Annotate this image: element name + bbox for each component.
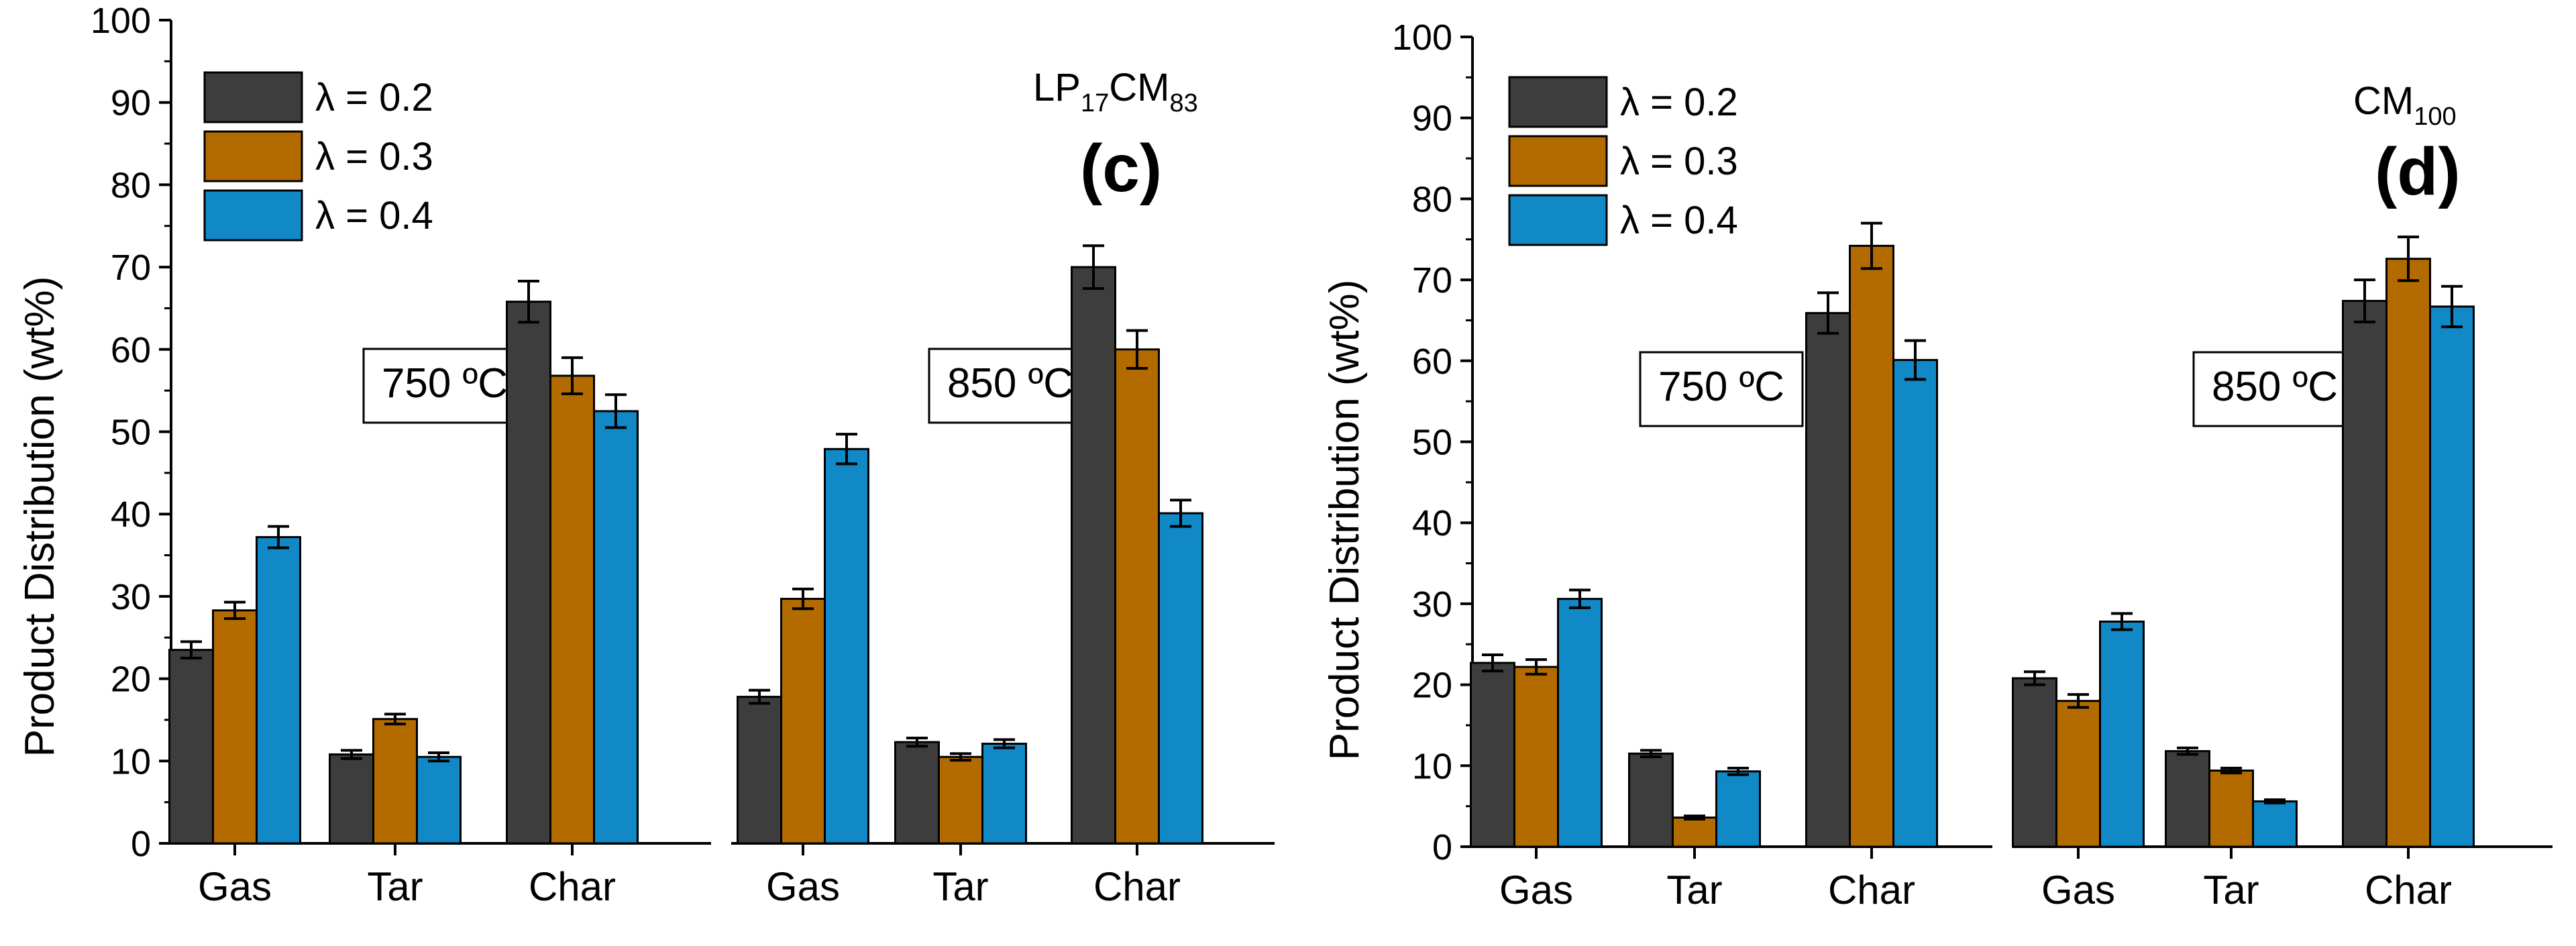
panel-c-bar [1071, 266, 1116, 845]
panel-c-legend-swatch [203, 71, 303, 123]
panel-c-bar [416, 755, 462, 845]
panel-c-temp-label-750: 750 ºC [382, 360, 508, 407]
panel-c-bar [212, 609, 258, 845]
panel-d-temp-label-750: 750 ºC [1658, 364, 1784, 410]
panel-c-xtick-label: Char [529, 864, 616, 909]
panel-c-ytick-label: 70 [111, 248, 151, 288]
panel-d-ytick-label: 10 [1412, 746, 1452, 786]
panel-d-ytick-label: 0 [1432, 827, 1452, 868]
panel-d-legend-swatch [1508, 135, 1608, 187]
panel-d: Product Distribution (wt%) CM100 (d) 750… [1322, 17, 2553, 912]
panel-c-ytick-label: 60 [111, 330, 151, 370]
panel-d-legend-swatch [1508, 194, 1608, 246]
panel-c: Product Distribution (wt%) LP17CM83 (c) … [17, 1, 1275, 909]
panel-c-bar [372, 718, 418, 845]
panel-c-ytick-label: 10 [111, 741, 151, 782]
panel-c-ytick-label: 80 [111, 165, 151, 205]
panel-d-legend-label: λ = 0.4 [1620, 199, 1738, 242]
panel-d-ytick-label: 60 [1412, 341, 1452, 382]
panel-d-xtick-label: Tar [2203, 868, 2259, 912]
panel-d-bar [1715, 770, 1761, 848]
panel-c-legend-label: λ = 0.3 [315, 135, 433, 178]
panel-d-legend-label: λ = 0.3 [1620, 140, 1738, 183]
panel-d-xtick-label: Char [2365, 868, 2452, 912]
panel-d-xtick-label: Gas [2041, 868, 2115, 912]
panel-c-xtick-label: Gas [198, 864, 272, 909]
panel-c-xtick-label: Gas [766, 864, 840, 909]
panel-d-ytick-label: 40 [1412, 503, 1452, 543]
panel-c-bar [329, 753, 374, 845]
panel-d-ytick-label: 90 [1412, 99, 1452, 139]
panel-d-bar [2165, 750, 2210, 848]
panel-d-bar [1557, 598, 1603, 848]
panel-c-bar [938, 755, 983, 845]
panel-d-xtick-label: Gas [1499, 868, 1573, 912]
panel-d-bar [1628, 752, 1674, 848]
panel-d-xtick-label: Char [1828, 868, 1915, 912]
panel-c-xtick-label: Tar [932, 864, 988, 909]
panel-c-ytick-label: 40 [111, 494, 151, 535]
panel-c-ytick-label: 20 [111, 660, 151, 700]
panel-c-bar [1158, 512, 1203, 845]
panel-d-sample-title: CM100 [2353, 79, 2457, 131]
panel-d-bar [1470, 662, 1515, 848]
panel-c-bar [780, 598, 826, 845]
panel-d-letter: (d) [2375, 134, 2461, 209]
panel-c-bar [737, 696, 782, 845]
panel-d-ytick-label: 100 [1392, 17, 1452, 58]
panel-d-bar [1513, 666, 1559, 848]
panel-d-ytick-label: 20 [1412, 666, 1452, 706]
panel-d-ytick-label: 50 [1412, 423, 1452, 463]
panel-d-bar [2208, 770, 2254, 848]
panel-d-temp-label-850: 850 ºC [2212, 364, 2338, 410]
panel-d-bar [1805, 312, 1851, 848]
panel-c-legend-swatch [203, 189, 303, 242]
panel-c-xtick-label: Char [1093, 864, 1181, 909]
panel-c-bar [824, 448, 869, 845]
panel-d-bar [2385, 258, 2431, 848]
panel-c-ytick-label: 50 [111, 413, 151, 453]
panel-d-bar [1672, 817, 1717, 848]
panel-c-ytick-label: 100 [91, 1, 151, 41]
panel-d-bar [2012, 677, 2057, 848]
panel-c-sample-title: LP17CM83 [1033, 66, 1198, 117]
panel-c-temp-box-850 [928, 348, 1093, 424]
panel-c-bar [549, 374, 595, 845]
panel-d-temp-box-750 [1639, 351, 1804, 427]
panel-c-temp-box-750 [362, 348, 527, 424]
panel-d-bar [2099, 620, 2145, 848]
panel-d-ytick-label: 70 [1412, 260, 1452, 301]
panel-d-bar [2252, 800, 2298, 848]
panel-c-letter: (c) [1080, 131, 1162, 206]
panel-c-ytick-label: 0 [131, 824, 151, 864]
panel-c-bar [981, 743, 1027, 845]
panel-c-temp-label-850: 850 ºC [947, 360, 1073, 407]
panel-c-legend-swatch [203, 130, 303, 182]
panel-d-legend-label: λ = 0.2 [1620, 81, 1738, 124]
panel-c-ylabel: Product Distribution (wt%) [17, 276, 63, 757]
panel-d-xtick-label: Tar [1666, 868, 1722, 912]
panel-c-bar [1114, 348, 1160, 845]
panel-d-bar [2055, 700, 2101, 848]
panel-c-xtick-label: Tar [367, 864, 423, 909]
panel-c-ytick-label: 90 [111, 83, 151, 123]
panel-c-bar [894, 741, 940, 845]
panel-d-bar [2429, 305, 2475, 848]
panel-d-ytick-label: 80 [1412, 179, 1452, 219]
panel-d-bar [1892, 359, 1938, 848]
panel-d-legend-swatch [1508, 76, 1608, 128]
panel-d-ylabel: Product Distribution (wt%) [1322, 280, 1368, 761]
panel-c-bar [168, 649, 214, 845]
panel-c-legend-label: λ = 0.4 [315, 194, 433, 238]
panel-c-ytick-label: 30 [111, 577, 151, 617]
panel-d-ytick-label: 30 [1412, 584, 1452, 625]
panel-c-bar [506, 301, 551, 845]
panel-c-bar [593, 410, 639, 845]
panel-d-bar [2342, 299, 2387, 848]
panel-c-legend-label: λ = 0.2 [315, 76, 433, 119]
panel-c-bar [256, 536, 301, 845]
panel-d-bar [1849, 244, 1894, 848]
